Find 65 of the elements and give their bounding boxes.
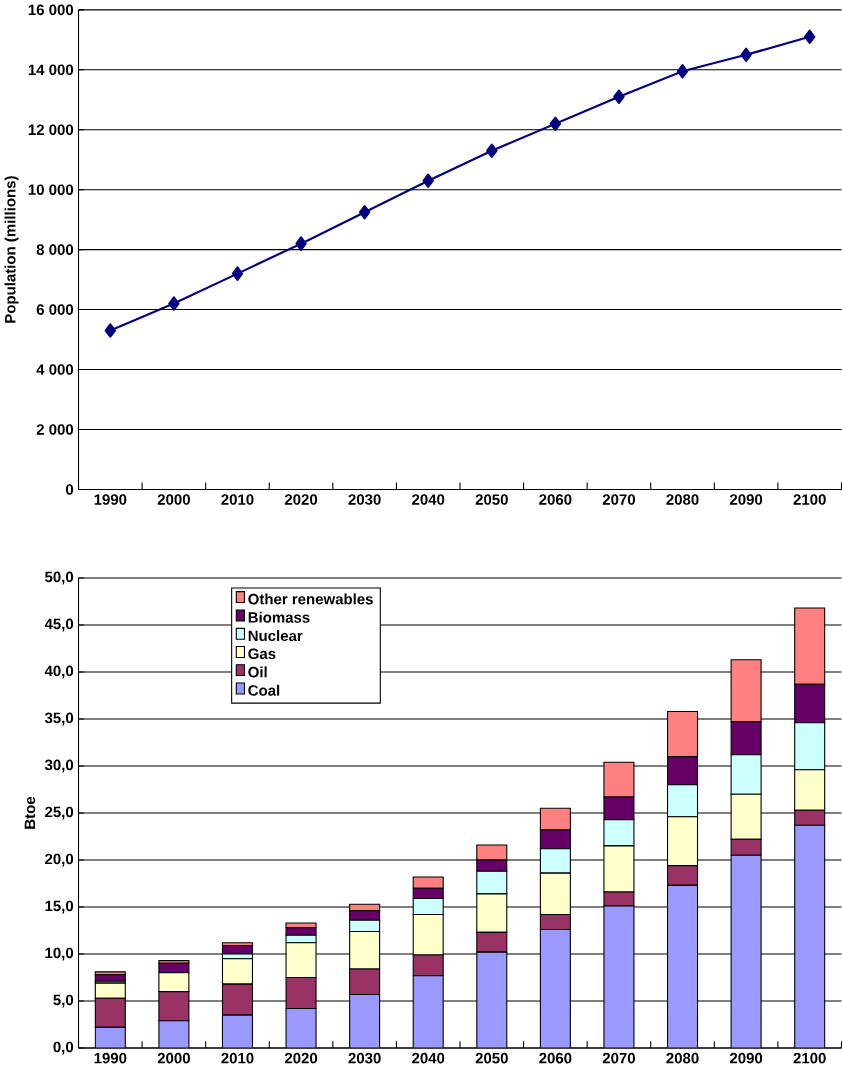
y-tick-label: 10 000 bbox=[28, 184, 74, 195]
point bbox=[804, 29, 816, 45]
bar bbox=[94, 974, 126, 982]
y-tick-label: 16 000 bbox=[28, 4, 74, 16]
x-tick-label: 2000 bbox=[157, 494, 190, 505]
legend-label: Biomass bbox=[248, 611, 310, 623]
point bbox=[486, 143, 498, 158]
x-tick-label: 2040 bbox=[412, 494, 445, 505]
x-tick-label: 2090 bbox=[729, 494, 763, 505]
x-tick-label: 2080 bbox=[666, 1052, 699, 1064]
y-tick-label: 6 000 bbox=[36, 304, 74, 315]
legend-label: Gas bbox=[248, 648, 276, 660]
y-tick-label: 20,0 bbox=[45, 853, 74, 867]
point bbox=[613, 89, 625, 104]
point bbox=[422, 173, 434, 188]
x-tick-label: 2070 bbox=[602, 494, 635, 505]
y-tick-label: 2 000 bbox=[36, 424, 74, 435]
y-axis-title: Btoe bbox=[24, 796, 36, 829]
x-tick-label: 2050 bbox=[475, 494, 508, 505]
x-tick-label: 2100 bbox=[793, 494, 826, 505]
y-tick-label: 50,0 bbox=[45, 571, 74, 585]
y-tick-label: 14 000 bbox=[28, 64, 74, 76]
point bbox=[549, 116, 562, 131]
y-tick-label: 45,0 bbox=[44, 618, 74, 632]
y-tick-label: 8 000 bbox=[36, 244, 74, 255]
x-tick-label: 2020 bbox=[284, 1052, 318, 1064]
x-tick-label: 2040 bbox=[412, 1052, 445, 1064]
x-tick-label: 2050 bbox=[475, 1052, 508, 1064]
y-tick-label: 10,0 bbox=[45, 947, 74, 961]
point bbox=[358, 204, 371, 220]
x-tick-label: 2010 bbox=[221, 494, 254, 505]
y-tick-label: 15,0 bbox=[45, 900, 74, 914]
x-tick-label: 2010 bbox=[221, 1052, 254, 1064]
x-tick-label: 2090 bbox=[729, 1052, 763, 1064]
y-tick-label: 0,0 bbox=[53, 1041, 74, 1055]
y-tick-label: 35,0 bbox=[44, 712, 74, 726]
x-tick-label: 2000 bbox=[157, 1052, 190, 1064]
x-tick-label: 2030 bbox=[348, 494, 381, 505]
point bbox=[168, 296, 180, 311]
y-tick-label: 4 000 bbox=[36, 364, 74, 375]
legend-label: Coal bbox=[248, 684, 280, 696]
point bbox=[104, 323, 116, 338]
x-tick-label: 2080 bbox=[666, 494, 699, 505]
point bbox=[231, 266, 244, 281]
y-tick-label: 5,0 bbox=[53, 994, 74, 1008]
x-tick-label: 2060 bbox=[539, 1052, 572, 1064]
y-tick-label: 0 bbox=[65, 484, 74, 495]
y-tick-label: 30,0 bbox=[44, 759, 74, 773]
point bbox=[676, 64, 689, 79]
y-tick-label: 12 000 bbox=[28, 124, 74, 136]
legend-label: Nuclear bbox=[248, 630, 303, 642]
x-tick-label: 2100 bbox=[793, 1052, 826, 1064]
point bbox=[740, 47, 752, 63]
x-tick-label: 2020 bbox=[284, 494, 318, 505]
x-tick-label: 2030 bbox=[348, 1052, 381, 1064]
legend-label: Other renewables bbox=[248, 593, 373, 605]
legend-label: Oil bbox=[248, 666, 267, 678]
x-tick-label: 2060 bbox=[539, 494, 572, 505]
y-tick-label: 40,0 bbox=[44, 665, 74, 679]
x-tick-label: 1990 bbox=[94, 494, 127, 505]
x-tick-label: 1990 bbox=[94, 1052, 127, 1064]
x-tick-label: 2070 bbox=[602, 1052, 635, 1064]
y-axis-title: Population (millions) bbox=[4, 176, 19, 323]
y-tick-label: 25,0 bbox=[45, 806, 74, 820]
point bbox=[295, 236, 307, 251]
